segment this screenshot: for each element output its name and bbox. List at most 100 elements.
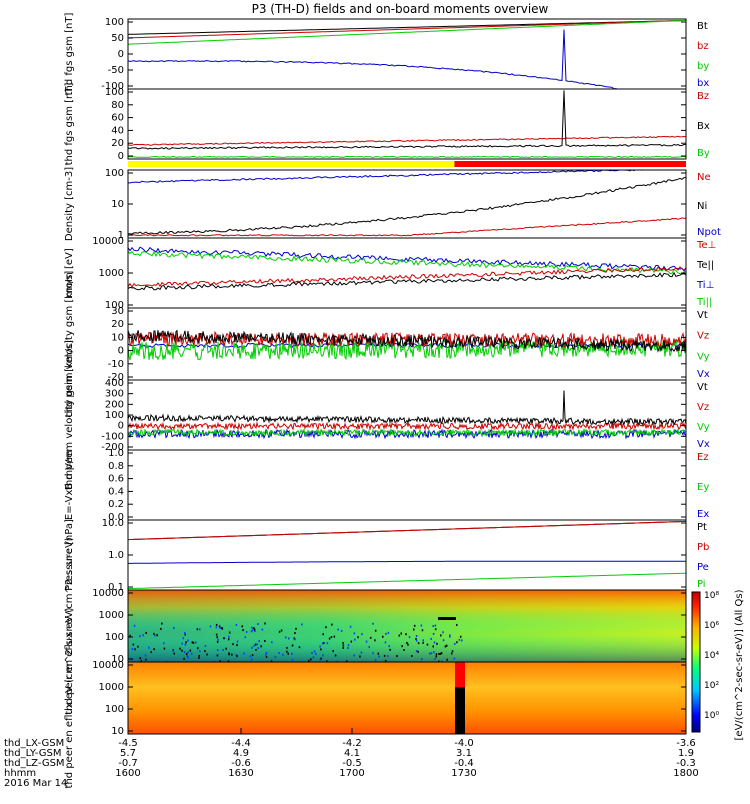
ytick-label: 50 (111, 33, 124, 44)
ion-spectrogram-pixel (218, 625, 221, 628)
ion-spectrogram-pixel (287, 652, 290, 655)
ion-spectrogram-pixel (294, 632, 296, 635)
ytick-label: 0.0 (108, 512, 124, 523)
ion-spectrogram-pixel (350, 640, 353, 643)
ion-spectrogram-pixel (435, 655, 438, 658)
legend-entry-ey: Ey (697, 482, 709, 493)
ion-spectrogram-pixel (257, 647, 259, 650)
ion-spectrogram-pixel (215, 633, 218, 636)
ion-spectrogram-pixel (372, 622, 374, 625)
ion-spectrogram-pixel (228, 653, 230, 656)
ion-spectrogram-pixel (187, 651, 189, 654)
ion-spectrogram-pixel (298, 646, 301, 649)
ion-spectrogram-pixel (231, 653, 233, 656)
ion-spectrogram-pixel (253, 627, 255, 630)
ytick-label: 40 (111, 125, 124, 136)
trace-by (128, 19, 686, 45)
ytick-label: 100 (105, 704, 124, 715)
legend-entry-vt: Vt (697, 382, 708, 393)
ion-spectrogram-pixel (225, 647, 227, 650)
ion-spectrogram-pixel (359, 655, 361, 658)
ytick-label: 1000 (99, 682, 124, 693)
legend-entry-vx: Vx (697, 369, 710, 380)
ion-spectrogram-pixel (294, 638, 296, 641)
ion-spectrogram-pixel (398, 634, 401, 637)
ion-spectrogram-pixel (332, 650, 334, 653)
ytick-label: 60 (111, 113, 124, 124)
ion-spectrogram-pixel (253, 644, 255, 647)
ion-spectrogram-pixel (185, 652, 188, 655)
ion-spectrogram-pixel (274, 655, 277, 658)
ion-spectrogram-pixel (251, 654, 254, 657)
ion-spectrogram-pixel (236, 640, 239, 643)
ion-spectrogram-pixel (244, 636, 247, 639)
ion-spectrogram-pixel (187, 656, 189, 659)
ion-spectrogram-pixel (458, 638, 461, 641)
panel-2-frame (127, 88, 687, 160)
trace-vz (128, 421, 686, 431)
ion-spectrogram-pixel (286, 646, 288, 649)
ion-spectrogram-pixel (301, 623, 303, 626)
ion-spectrogram-pixel (189, 649, 192, 652)
footer-value: -0.7 (118, 758, 138, 769)
ion-spectrogram-pixel (322, 654, 324, 657)
ion-spectrogram-pixel (377, 652, 380, 655)
footer-value: 4.9 (233, 748, 249, 759)
panel-6-ylabel: thd peem velocity gsm [km/s] (64, 340, 75, 490)
ytick-label: 30 (111, 306, 124, 317)
ion-spectrogram-pixel (139, 635, 141, 638)
ion-spectrogram-pixel (254, 643, 257, 646)
ion-spectrogram-pixel (337, 628, 339, 631)
ion-spectrogram-pixel (315, 652, 317, 655)
ion-spectrogram-pixel (227, 638, 230, 641)
ion-spectrogram-pixel (436, 642, 438, 645)
ion-spectrogram-pixel (387, 655, 389, 658)
ion-spectrogram-pixel (415, 639, 418, 642)
ion-spectrogram-pixel (145, 658, 147, 661)
footer-value: 1630 (228, 768, 253, 779)
ion-spectrogram-pixel (163, 642, 165, 645)
ion-spectrogram-pixel (430, 637, 432, 640)
ion-spectrogram-pixel (347, 646, 349, 649)
ion-spectrogram-pixel (295, 627, 297, 630)
ion-spectrogram-pixel (261, 628, 264, 631)
panel-4-traces (128, 246, 686, 291)
ion-spectrogram-pixel (129, 634, 131, 637)
footer-value: -4.2 (342, 738, 362, 749)
ion-spectrogram-pixel (417, 650, 419, 653)
ion-spectrogram-pixel (455, 623, 458, 626)
ion-spectrogram-pixel (183, 631, 186, 634)
ion-spectrogram-pixel (440, 634, 442, 637)
ion-spectrogram-pixel (434, 657, 436, 660)
panel-7: E=-VxB mV/m 1.0 0.8 0.60.4 0.2 0.0 Ez Ey Ex (64, 448, 709, 523)
mode-bar-fast-survey (454, 161, 686, 167)
ion-spectrogram-pixel (256, 643, 259, 646)
ion-spectrogram-pixel (396, 655, 398, 658)
legend-entry-vx: Vx (697, 439, 710, 450)
ion-spectrogram-pixel (183, 651, 186, 654)
ion-spectrogram-pixel (450, 652, 453, 655)
ytick-label: -10 (108, 359, 124, 370)
ytick-label: 10000 (92, 660, 124, 671)
ion-spectrogram-pixel (422, 639, 424, 642)
trace-bz (128, 19, 686, 39)
ion-spectrogram-gap (438, 617, 456, 620)
ion-spectrogram-pixel (220, 627, 223, 630)
ytick-label: 20 (111, 138, 124, 149)
ion-spectrogram-pixel (342, 644, 345, 647)
panel-5-traces (128, 329, 686, 361)
ion-spectrogram-pixel (406, 641, 408, 644)
legend-entry-vy: Vy (697, 422, 710, 433)
ion-spectrogram-pixel (142, 634, 144, 637)
ion-spectrogram-pixel (198, 654, 200, 657)
ion-spectrogram-pixel (340, 629, 343, 632)
ion-spectrogram-pixel (435, 653, 438, 656)
ion-spectrogram-pixel (408, 636, 411, 639)
footer-value: -4.0 (454, 738, 474, 749)
trace-tipar (128, 250, 686, 275)
footer-row-label: thd_LZ-GSM (4, 758, 65, 769)
footer-value: -0.3 (676, 758, 696, 769)
ion-spectrogram-pixel (449, 634, 451, 637)
ion-spectrogram-pixel (389, 648, 391, 651)
ytick-label: 0.8 (108, 461, 124, 472)
